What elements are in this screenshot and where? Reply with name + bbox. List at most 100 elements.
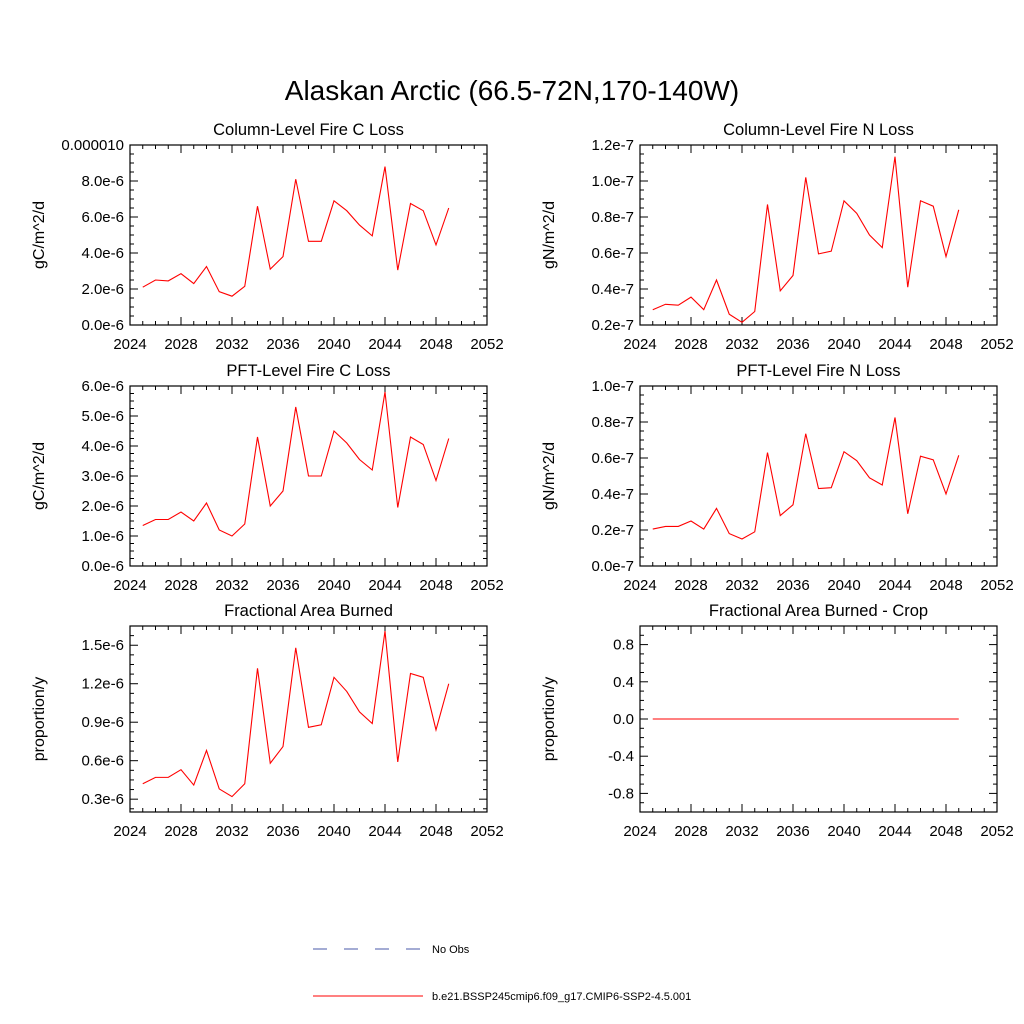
- plot-frame: [129, 144, 488, 326]
- panel-fractional-area-burned-crop: Fractional Area Burned - Crop 2024 2028 203…: [541, 602, 1014, 840]
- y-tick-label: 0.0: [613, 711, 634, 728]
- y-tick-label: 0.2e-7: [591, 522, 634, 539]
- y-tick-label: 0.0e-6: [81, 317, 124, 334]
- x-tick-label: 2044: [368, 577, 401, 594]
- x-tick-label: 2028: [164, 577, 197, 594]
- y-tick-label: 1.2e-7: [591, 137, 634, 154]
- x-tick-label: 2052: [980, 336, 1013, 353]
- y-tick-label: 2.0e-6: [81, 281, 124, 298]
- y-axis-label: gC/m^2/d: [31, 201, 48, 269]
- y-tick-label: 0.8: [613, 637, 634, 654]
- panels: Column-Level Fire C Loss 2024 2028 2032 2036…: [31, 121, 1014, 840]
- y-tick-label: 0.6e-6: [81, 753, 124, 770]
- y-tick-label: 4.0e-6: [81, 245, 124, 262]
- x-tick-label: 2036: [266, 823, 299, 840]
- x-tick-label: 2024: [623, 823, 656, 840]
- y-axis-label: gN/m^2/d: [541, 201, 558, 269]
- panel-title: Fractional Area Burned - Crop: [709, 602, 928, 620]
- x-tick-label: 2040: [317, 336, 350, 353]
- x-tick-label: 2052: [470, 577, 503, 594]
- y-tick-label: 1.0e-6: [81, 528, 124, 545]
- x-tick-label: 2048: [929, 336, 962, 353]
- y-axis-label: proportion/y: [541, 677, 558, 762]
- x-tick-label: 2028: [674, 336, 707, 353]
- x-tick-label: 2028: [674, 823, 707, 840]
- x-tick-label: 2028: [164, 336, 197, 353]
- y-tick-label: 0.4: [613, 674, 634, 691]
- x-tick-label: 2040: [827, 823, 860, 840]
- x-tick-label: 2032: [215, 823, 248, 840]
- y-tick-label: 0.8e-7: [591, 414, 634, 431]
- legend-label-model-run: b.e21.BSSP245cmip6.f09_g17.CMIP6-SSP2-4.…: [432, 991, 691, 1003]
- x-tick-label: 2044: [368, 823, 401, 840]
- x-tick-label: 2052: [470, 823, 503, 840]
- x-tick-label: 2048: [929, 577, 962, 594]
- x-tick-label: 2032: [215, 336, 248, 353]
- figure-title: Alaskan Arctic (66.5-72N,170-140W): [285, 75, 739, 106]
- panel-title: PFT-Level Fire C Loss: [226, 362, 390, 380]
- y-tick-label: 0.6e-7: [591, 450, 634, 467]
- y-tick-label: 0.0e-6: [81, 558, 124, 575]
- x-tick-label: 2024: [113, 823, 146, 840]
- x-tick-label: 2052: [470, 336, 503, 353]
- x-tick-label: 2040: [317, 823, 350, 840]
- y-tick-label: 2.0e-6: [81, 498, 124, 515]
- plot-frame: [639, 144, 998, 326]
- x-tick-label: 2048: [929, 823, 962, 840]
- x-tick-label: 2036: [776, 823, 809, 840]
- x-tick-label: 2032: [725, 336, 758, 353]
- x-tick-label: 2032: [725, 823, 758, 840]
- y-tick-label: 0.6e-7: [591, 245, 634, 262]
- x-tick-label: 2032: [215, 577, 248, 594]
- legend-label-no-obs: No Obs: [432, 944, 470, 956]
- x-tick-label: 2040: [827, 577, 860, 594]
- panel-pft-level-fire-c-loss: PFT-Level Fire C Loss 2024 2028 2032 2036 204…: [31, 362, 504, 594]
- panel-title: Column-Level Fire N Loss: [723, 121, 914, 139]
- x-tick-label: 2024: [113, 577, 146, 594]
- x-tick-label: 2028: [164, 823, 197, 840]
- series-line-b-e21-bssp245cmip6-f09-g17-cmip6-ssp2-4-5-001: [652, 417, 960, 540]
- x-tick-label: 2036: [266, 577, 299, 594]
- y-tick-label: 1.2e-6: [81, 676, 124, 693]
- panel-column-level-fire-n-loss: Column-Level Fire N Loss 2024 2028 2032 2036…: [541, 121, 1014, 353]
- series-line-b-e21-bssp245cmip6-f09-g17-cmip6-ssp2-4-5-001: [652, 156, 960, 323]
- y-tick-label: 1.0e-7: [591, 173, 634, 190]
- x-tick-label: 2028: [674, 577, 707, 594]
- y-tick-label: 8.0e-6: [81, 173, 124, 190]
- x-tick-label: 2044: [878, 577, 911, 594]
- y-axis-label: proportion/y: [31, 677, 48, 762]
- y-tick-label: 6.0e-6: [81, 378, 124, 395]
- y-tick-label: 1.0e-7: [591, 378, 634, 395]
- series-line-b-e21-bssp245cmip6-f09-g17-cmip6-ssp2-4-5-001: [142, 391, 450, 537]
- x-tick-label: 2036: [776, 336, 809, 353]
- panel-column-level-fire-c-loss: Column-Level Fire C Loss 2024 2028 2032 2036…: [31, 121, 504, 353]
- panel-title: Column-Level Fire C Loss: [213, 121, 404, 139]
- x-tick-label: 2024: [113, 336, 146, 353]
- y-tick-label: -0.8: [608, 785, 634, 802]
- y-tick-label: 0.3e-6: [81, 791, 124, 808]
- x-tick-label: 2052: [980, 577, 1013, 594]
- y-tick-label: 4.0e-6: [81, 438, 124, 455]
- y-tick-label: 0.4e-7: [591, 486, 634, 503]
- series-line-b-e21-bssp245cmip6-f09-g17-cmip6-ssp2-4-5-001: [142, 631, 450, 798]
- x-tick-label: 2044: [878, 823, 911, 840]
- y-tick-label: 6.0e-6: [81, 209, 124, 226]
- x-tick-label: 2048: [419, 336, 452, 353]
- panel-fractional-area-burned: Fractional Area Burned 2024 2028 2032 2036 20…: [31, 602, 504, 840]
- y-tick-label: 0.8e-7: [591, 209, 634, 226]
- x-tick-label: 2032: [725, 577, 758, 594]
- series-line-b-e21-bssp245cmip6-f09-g17-cmip6-ssp2-4-5-001: [142, 166, 450, 297]
- panel-title: PFT-Level Fire N Loss: [736, 362, 900, 380]
- x-tick-label: 2052: [980, 823, 1013, 840]
- y-tick-label: 0.000010: [61, 137, 124, 154]
- panel-pft-level-fire-n-loss: PFT-Level Fire N Loss 2024 2028 2032 2036 204…: [541, 362, 1014, 594]
- y-tick-label: 1.5e-6: [81, 637, 124, 654]
- y-tick-label: 0.4e-7: [591, 281, 634, 298]
- x-tick-label: 2044: [368, 336, 401, 353]
- legend: No Obs b.e21.BSSP245cmip6.f09_g17.CMIP6-…: [313, 944, 691, 1003]
- x-tick-label: 2024: [623, 577, 656, 594]
- x-tick-label: 2048: [419, 823, 452, 840]
- x-tick-label: 2040: [317, 577, 350, 594]
- plot-frame: [639, 385, 998, 567]
